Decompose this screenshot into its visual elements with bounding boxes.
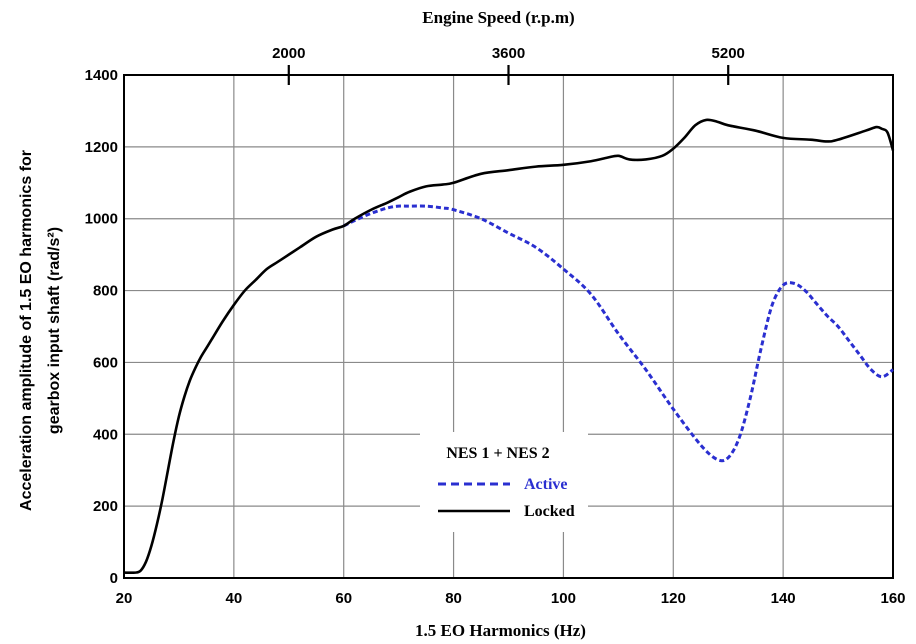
y-tick-label: 1400 xyxy=(85,67,118,84)
top-tick-label: 5200 xyxy=(712,45,745,62)
y-axis-title: Acceleration amplitude of 1.5 EO harmoni… xyxy=(18,150,63,511)
series-line-active xyxy=(343,204,894,463)
top-axis-title: Engine Speed (r.p.m) xyxy=(422,8,574,27)
top-tick-label: 3600 xyxy=(492,45,525,62)
x-tick-label: 100 xyxy=(551,590,576,607)
x-tick-label: 120 xyxy=(661,590,686,607)
y-tick-label: 400 xyxy=(93,426,118,443)
y-axis: 0 200 400 600 800 1000 1200 1400 xyxy=(85,67,118,587)
x-tick-label: 60 xyxy=(335,590,352,607)
y-axis-title-line-2: gearbox input shaft (rad/s²) xyxy=(46,227,63,434)
y-axis-title-line-1: Acceleration amplitude of 1.5 EO harmoni… xyxy=(18,150,35,511)
x-tick-label: 80 xyxy=(445,590,462,607)
legend: NES 1 + NES 2 Active Locked xyxy=(420,432,588,532)
series-line-locked xyxy=(123,118,895,575)
x-tick-label: 40 xyxy=(226,590,243,607)
grid xyxy=(124,75,893,578)
x-tick-label: 20 xyxy=(116,590,133,607)
legend-label-active: Active xyxy=(524,476,568,493)
series-layer xyxy=(123,118,895,575)
top-axis: 2000 3600 5200 xyxy=(272,45,745,85)
y-tick-label: 0 xyxy=(110,570,118,587)
y-tick-label: 800 xyxy=(93,283,118,300)
x-axis: 20 40 60 80 100 120 140 160 xyxy=(116,590,906,607)
y-tick-label: 600 xyxy=(93,354,118,371)
y-tick-label: 1200 xyxy=(85,139,118,156)
x-tick-label: 160 xyxy=(880,590,905,607)
legend-background xyxy=(420,432,588,532)
top-tick-label: 2000 xyxy=(272,45,305,62)
x-axis-title: 1.5 EO Harmonics (Hz) xyxy=(415,621,586,640)
legend-title: NES 1 + NES 2 xyxy=(446,445,549,462)
legend-label-locked: Locked xyxy=(524,503,575,520)
x-tick-label: 140 xyxy=(771,590,796,607)
y-tick-label: 200 xyxy=(93,498,118,515)
y-tick-label: 1000 xyxy=(85,211,118,228)
